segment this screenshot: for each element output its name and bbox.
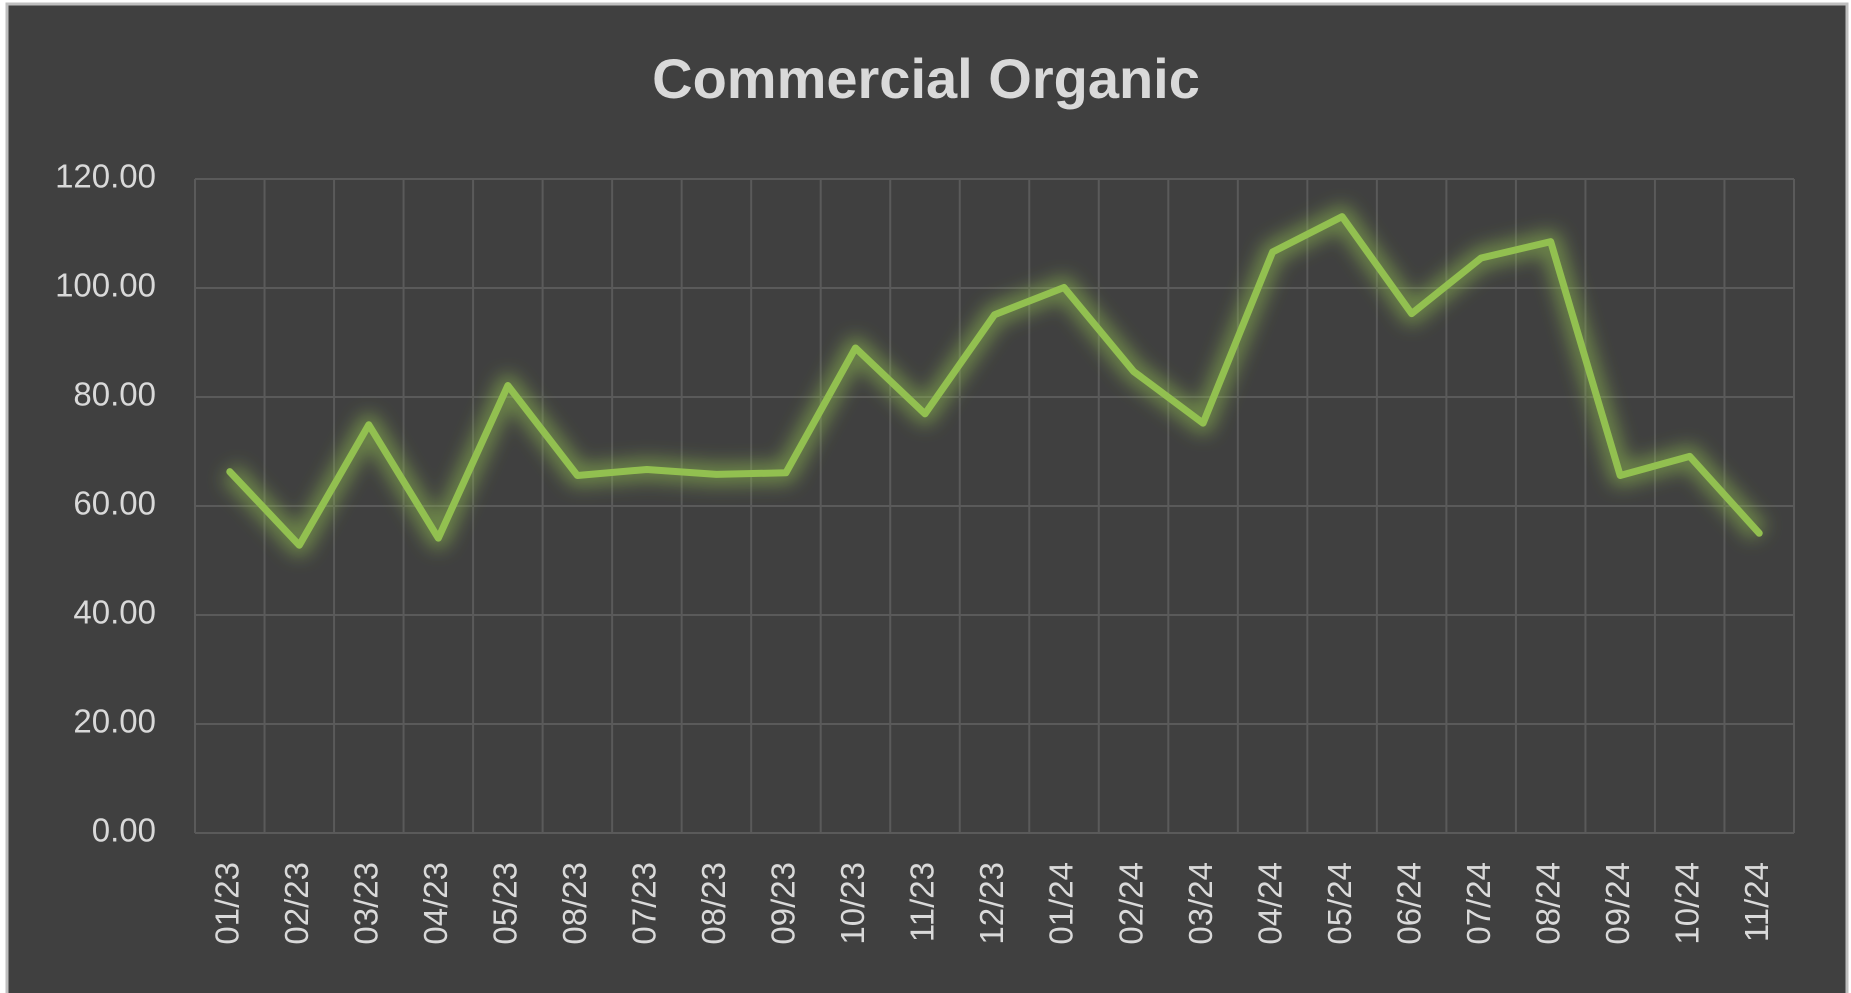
- x-tick-label: 01/24: [1043, 862, 1080, 945]
- x-tick-label: 03/23: [348, 862, 385, 945]
- x-tick-label: 08/23: [695, 862, 732, 945]
- chart-title: Commercial Organic: [652, 47, 1200, 110]
- y-tick-label: 120.00: [55, 158, 156, 195]
- x-tick-label: 09/23: [765, 862, 802, 945]
- y-tick-label: 20.00: [73, 703, 156, 740]
- x-tick-label: 04/24: [1251, 862, 1288, 945]
- x-tick-label: 08/24: [1529, 862, 1566, 945]
- x-tick-label: 06/24: [1390, 862, 1427, 945]
- y-tick-label: 80.00: [73, 376, 156, 413]
- y-tick-label: 0.00: [92, 812, 156, 849]
- x-tick-label: 11/24: [1738, 862, 1775, 942]
- x-tick-label: 07/23: [626, 862, 663, 945]
- x-tick-label: 07/24: [1460, 862, 1497, 945]
- chart-background: [5, 2, 1849, 993]
- x-tick-label: 02/24: [1112, 862, 1149, 945]
- x-tick-label: 05/24: [1321, 862, 1358, 945]
- y-tick-label: 100.00: [55, 267, 156, 304]
- x-tick-label: 03/24: [1182, 862, 1219, 945]
- x-tick-label: 10/24: [1668, 862, 1705, 945]
- x-tick-label: 12/23: [973, 862, 1010, 945]
- x-tick-label: 08/23: [556, 862, 593, 945]
- x-tick-label: 09/24: [1599, 862, 1636, 945]
- x-tick-label: 02/23: [278, 862, 315, 945]
- y-tick-label: 40.00: [73, 594, 156, 631]
- x-tick-label: 05/23: [487, 862, 524, 945]
- x-tick-label: 01/23: [208, 862, 245, 945]
- line-series: [226, 213, 1763, 549]
- y-tick-label: 60.00: [73, 485, 156, 522]
- x-tick-label: 11/23: [904, 862, 941, 942]
- x-tick-label: 10/23: [834, 862, 871, 945]
- x-tick-label: 04/23: [417, 862, 454, 945]
